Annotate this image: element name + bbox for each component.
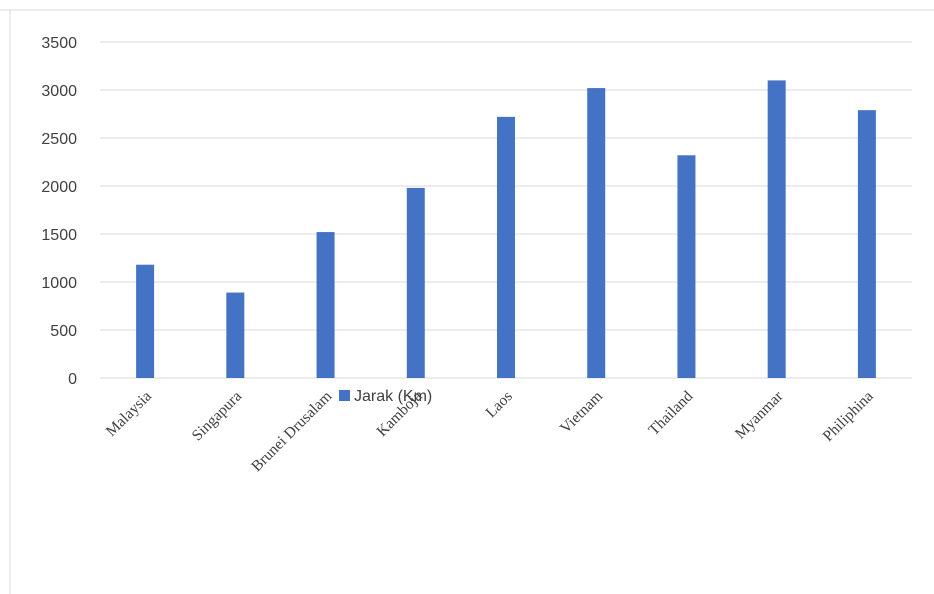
bar-philiphina [857, 110, 876, 378]
x-tick-label: Laos [482, 388, 515, 421]
x-tick-label: Vietnam [557, 388, 606, 437]
x-tick-label: Singapura [189, 388, 246, 445]
x-tick-label: Brunei Drusalam [248, 388, 335, 475]
legend: Jarak (Km) [339, 388, 432, 405]
y-tick-label: 1500 [41, 227, 77, 244]
bar-laos [497, 116, 515, 378]
y-tick-label: 2000 [41, 179, 77, 196]
y-tick-label: 1000 [41, 275, 77, 292]
legend-swatch [339, 390, 350, 401]
y-tick-label: 3500 [41, 35, 77, 52]
bars [136, 80, 876, 379]
x-tick-label: Malaysia [103, 388, 155, 440]
legend-label: Jarak (Km) [354, 388, 432, 405]
bar-brunei-drusalam [316, 232, 335, 378]
bar-malaysia [136, 264, 155, 378]
x-tick-label: Thailand [645, 388, 696, 439]
x-tick-label: Philiphina [820, 388, 877, 445]
bar-thailand [677, 155, 696, 378]
y-axis-ticks: 0 500 1000 1500 2000 2500 3000 3500 [41, 35, 77, 388]
y-tick-label: 3000 [41, 83, 77, 100]
y-tick-label: 500 [50, 323, 77, 340]
bar-kamboja [406, 187, 425, 378]
y-tick-label: 2500 [41, 131, 77, 148]
bar-vietnam [587, 88, 606, 378]
bar-singapura [226, 292, 245, 378]
x-axis-ticks: Malaysia Singapura Brunei Drusalam Kamboja L… [103, 387, 877, 475]
y-tick-label: 0 [68, 371, 77, 388]
x-tick-label: Myanmar [732, 387, 787, 442]
bar-myanmar [767, 80, 786, 379]
